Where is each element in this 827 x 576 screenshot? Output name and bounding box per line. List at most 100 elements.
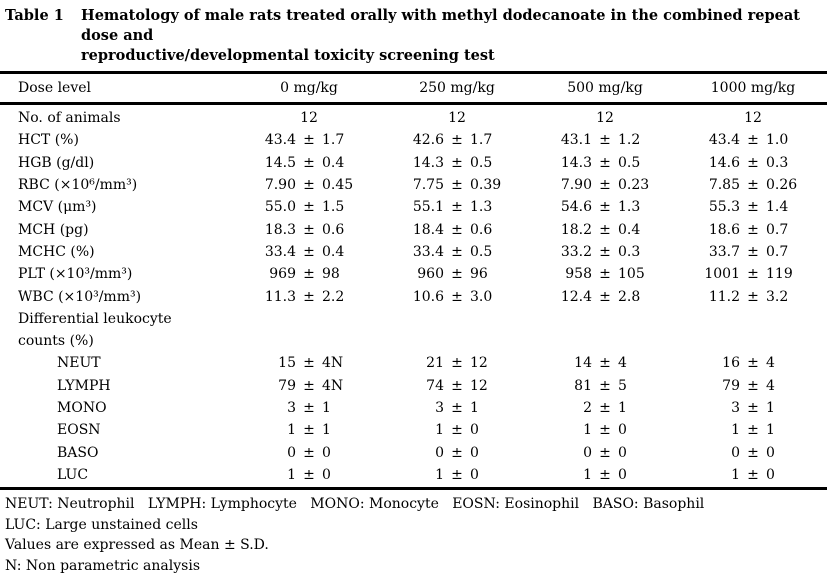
cell-sd: 0 — [470, 422, 479, 439]
cell-mean: 18.3 — [264, 221, 296, 238]
data-cell: 960 ±96 — [383, 266, 531, 282]
header-col-2: 500 mg/kg — [567, 80, 643, 96]
plus-minus-symbol: ± — [599, 466, 611, 483]
table-row: RBC (×10⁶/mm³) 7.90 ±0.45 7.75 ±0.39 7.90 ±0.2… — [0, 174, 827, 196]
cell-mean: 43.4 — [708, 132, 740, 149]
data-cell: 54.6 ±1.3 — [531, 199, 679, 215]
cell-sd: 4 — [766, 355, 775, 372]
table-row: BASO 0 ±0 0 ±0 0 ±0 0 ±0 — [0, 441, 827, 463]
cell-mean: 1 — [583, 422, 592, 439]
data-cell: 0 ±0 — [679, 445, 827, 461]
cell-sd: 0.7 — [766, 221, 789, 238]
cell-mean: 54.6 — [560, 199, 592, 216]
cell-sd: 4N — [322, 377, 344, 394]
cell-sd: 0 — [766, 444, 775, 461]
data-cell: 1001 ±119 — [679, 266, 827, 282]
plus-minus-symbol: ± — [303, 154, 315, 171]
data-cell: 33.2 ±0.3 — [531, 244, 679, 260]
cell-value: 12 — [448, 110, 466, 127]
cell-sd: 2.8 — [618, 288, 641, 305]
data-cell: 7.90 ±0.23 — [531, 177, 679, 193]
data-cell: 14 ±4 — [531, 355, 679, 371]
cell-sd: 1 — [618, 400, 627, 416]
plus-minus-symbol: ± — [747, 377, 759, 394]
cell-sd: 0.5 — [470, 243, 493, 260]
plus-minus-symbol: ± — [451, 422, 463, 439]
cell-mean: 12.4 — [560, 288, 592, 305]
cell-mean: 1 — [731, 466, 740, 483]
data-cell: 0 ±0 — [383, 445, 531, 461]
plus-minus-symbol: ± — [303, 221, 315, 238]
cell-sd: 2.2 — [322, 288, 345, 305]
cell-mean: 3 — [731, 400, 740, 416]
row-label: PLT (×10³/mm³) — [18, 266, 133, 283]
cell-mean: 14.3 — [412, 154, 444, 171]
plus-minus-symbol: ± — [451, 154, 463, 171]
data-cell: 12 — [531, 110, 679, 126]
table-row: MCHC (%) 33.4 ±0.4 33.4 ±0.5 33.2 ±0.3 33.7 ±0.7 — [0, 241, 827, 263]
data-cell: 1 ±0 — [531, 422, 679, 438]
cell-mean: 14.3 — [560, 154, 592, 171]
data-cell: 11.3 ±2.2 — [235, 289, 383, 305]
cell-mean: 1 — [287, 466, 296, 483]
cell-mean: 3 — [287, 400, 296, 416]
plus-minus-symbol: ± — [747, 288, 759, 305]
data-cell: 43.4 ±1.7 — [235, 132, 383, 148]
data-cell: 18.3 ±0.6 — [235, 222, 383, 238]
plus-minus-symbol: ± — [747, 177, 759, 194]
cell-mean: 0 — [287, 444, 296, 461]
cell-sd: 0.45 — [322, 177, 354, 194]
cell-sd: 0.6 — [470, 221, 493, 238]
data-cell: 3 ±1 — [383, 400, 531, 416]
row-label: No. of animals — [18, 110, 121, 127]
plus-minus-symbol: ± — [747, 221, 759, 238]
row-label: LYMPH — [57, 377, 111, 394]
cell-mean: 79 — [278, 377, 296, 394]
plus-minus-symbol: ± — [747, 199, 759, 216]
plus-minus-symbol: ± — [747, 400, 759, 416]
row-label: Differential leukocyte — [18, 310, 172, 327]
data-cell: 7.85 ±0.26 — [679, 177, 827, 193]
data-cell: 1 ±1 — [235, 422, 383, 438]
cell-mean: 33.4 — [264, 243, 296, 260]
row-label: MCHC (%) — [18, 243, 95, 260]
cell-mean: 969 — [269, 266, 296, 283]
data-cell: 21 ±12 — [383, 355, 531, 371]
row-label: HCT (%) — [18, 132, 79, 149]
cell-sd: 0.39 — [470, 177, 502, 194]
table-row: PLT (×10³/mm³) 969 ±98 960 ±96 958 ±105 1001 ±11… — [0, 263, 827, 285]
data-cell: 15 ±4N — [235, 355, 383, 371]
cell-sd: 98 — [322, 266, 340, 283]
data-cell: 1 ±0 — [679, 467, 827, 483]
data-cell: 79 ±4 — [679, 378, 827, 394]
cell-mean: 0 — [731, 444, 740, 461]
plus-minus-symbol: ± — [599, 154, 611, 171]
row-label: LUC — [57, 466, 89, 483]
plus-minus-symbol: ± — [451, 288, 463, 305]
data-cell: 1 ±0 — [531, 467, 679, 483]
cell-mean: 21 — [426, 355, 444, 372]
table-title-line2: reproductive/developmental toxicity scre… — [81, 47, 495, 64]
table-row: EOSN 1 ±1 1 ±0 1 ±0 1 ±1 — [0, 419, 827, 441]
cell-sd: 0.23 — [618, 177, 650, 194]
plus-minus-symbol: ± — [599, 221, 611, 238]
cell-sd: 1 — [766, 422, 775, 439]
cell-sd: 0 — [766, 466, 775, 483]
cell-mean: 79 — [722, 377, 740, 394]
cell-mean: 43.1 — [560, 132, 592, 149]
cell-sd: 0 — [618, 444, 627, 461]
data-cell: 33.4 ±0.4 — [235, 244, 383, 260]
table-body: No. of animals 12 12 12 12 HCT (%) 43.4 ±1.7 42.… — [0, 105, 827, 487]
plus-minus-symbol: ± — [599, 266, 611, 283]
cell-mean: 42.6 — [412, 132, 444, 149]
plus-minus-symbol: ± — [599, 355, 611, 372]
data-cell: 7.75 ±0.39 — [383, 177, 531, 193]
data-cell: 14.6 ±0.3 — [679, 155, 827, 171]
table-row: MCH (pg) 18.3 ±0.6 18.4 ±0.6 18.2 ±0.4 18.6 ±0.7 — [0, 218, 827, 240]
plus-minus-symbol: ± — [599, 444, 611, 461]
data-cell: 43.1 ±1.2 — [531, 132, 679, 148]
cell-sd: 12 — [470, 355, 488, 372]
cell-sd: 0 — [322, 444, 331, 461]
plus-minus-symbol: ± — [599, 288, 611, 305]
row-label: RBC (×10⁶/mm³) — [18, 177, 138, 194]
